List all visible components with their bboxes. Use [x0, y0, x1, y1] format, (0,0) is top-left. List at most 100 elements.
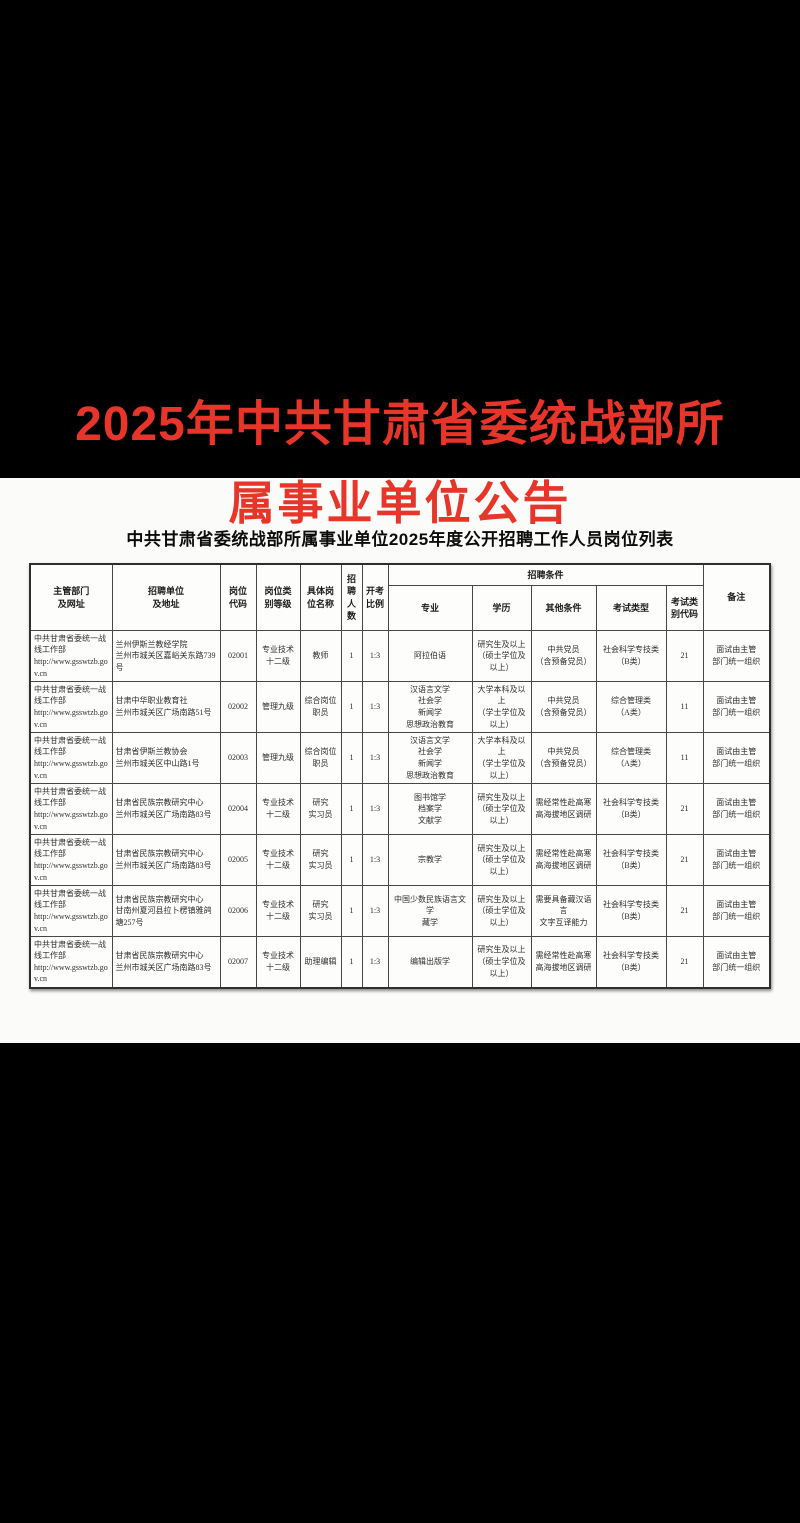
table-row: 中共甘肃省委统一战线工作部 http://www.gsswtzb.gov.cn … — [29, 630, 771, 682]
cell-exam-code: 21 — [665, 834, 704, 886]
header-exam-type: 考试类型 — [595, 585, 667, 631]
cell-other: 需经常性赴高寒 高海拔地区调研 — [530, 936, 597, 988]
cell-unit: 甘肃省伊斯兰教协会 兰州市城关区中山路1号 — [111, 732, 221, 784]
cell-dept: 中共甘肃省委统一战线工作部 http://www.gsswtzb.gov.cn — [29, 630, 113, 682]
header-conditions-group: 招聘条件 — [387, 563, 704, 586]
cell-exam-code: 21 — [665, 936, 704, 988]
cell-ratio: 1:3 — [361, 783, 389, 835]
cell-level: 管理九级 — [255, 732, 301, 784]
cell-code: 02001 — [219, 630, 257, 682]
cell-ratio: 1:3 — [361, 681, 389, 733]
cell-major: 中国少数民族语言文学 藏学 — [387, 885, 473, 937]
cell-job: 教师 — [299, 630, 342, 682]
cell-exam-type: 综合管理类 （A类） — [595, 681, 667, 733]
table-header: 主管部门 及网址 招聘单位 及地址 岗位 代码 岗位类 别等级 具体岗 位名称 … — [29, 563, 771, 631]
cell-exam-type: 社会科学专技类 （B类） — [595, 885, 667, 937]
cell-unit: 甘肃中华职业教育社 兰州市城关区广场南路51号 — [111, 681, 221, 733]
cell-code: 02007 — [219, 936, 257, 988]
cell-dept: 中共甘肃省委统一战线工作部 http://www.gsswtzb.gov.cn — [29, 732, 113, 784]
cell-count: 1 — [340, 834, 363, 886]
cell-ratio: 1:3 — [361, 630, 389, 682]
cell-education: 大学本科及以上 （学士学位及以上） — [471, 681, 532, 733]
cell-ratio: 1:3 — [361, 936, 389, 988]
cell-code: 02002 — [219, 681, 257, 733]
table-row: 中共甘肃省委统一战线工作部 http://www.gsswtzb.gov.cn … — [29, 834, 771, 886]
cell-note: 面试由主管 部门统一组织 — [702, 732, 771, 784]
document-panel: 属事业单位公告 中共甘肃省委统战部所属事业单位2025年度公开招聘工作人员岗位列… — [0, 478, 800, 1043]
header-code: 岗位 代码 — [219, 563, 257, 631]
cell-unit: 甘肃省民族宗教研究中心 甘南州夏河县拉卜楞镇雅鸽塘257号 — [111, 885, 221, 937]
cell-major: 宗教学 — [387, 834, 473, 886]
cell-dept: 中共甘肃省委统一战线工作部 http://www.gsswtzb.gov.cn — [29, 834, 113, 886]
cell-education: 大学本科及以上 （学士学位及以上） — [471, 732, 532, 784]
cell-count: 1 — [340, 936, 363, 988]
cell-note: 面试由主管 部门统一组织 — [702, 783, 771, 835]
cell-other: 需经常性赴高寒 高海拔地区调研 — [530, 834, 597, 886]
cell-job: 助理编辑 — [299, 936, 342, 988]
cell-exam-code: 21 — [665, 885, 704, 937]
cell-exam-type: 综合管理类 （A类） — [595, 732, 667, 784]
cell-level: 管理九级 — [255, 681, 301, 733]
cell-note: 面试由主管 部门统一组织 — [702, 681, 771, 733]
cell-other: 中共党员 （含预备党员） — [530, 630, 597, 682]
cell-level: 专业技术 十二级 — [255, 885, 301, 937]
header-other: 其他条件 — [530, 585, 597, 631]
cell-job: 综合岗位 职员 — [299, 732, 342, 784]
table-row: 中共甘肃省委统一战线工作部 http://www.gsswtzb.gov.cn … — [29, 885, 771, 937]
cell-job: 研究 实习员 — [299, 885, 342, 937]
cell-dept: 中共甘肃省委统一战线工作部 http://www.gsswtzb.gov.cn — [29, 783, 113, 835]
cell-count: 1 — [340, 783, 363, 835]
cell-unit: 甘肃省民族宗教研究中心 兰州市城关区广场南路83号 — [111, 783, 221, 835]
cell-education: 研究生及以上 （硕士学位及以上） — [471, 834, 532, 886]
header-count: 招聘 人数 — [340, 563, 363, 631]
header-level: 岗位类 别等级 — [255, 563, 301, 631]
cell-count: 1 — [340, 732, 363, 784]
cell-ratio: 1:3 — [361, 885, 389, 937]
cell-major: 图书馆学 档案学 文献学 — [387, 783, 473, 835]
table-row: 中共甘肃省委统一战线工作部 http://www.gsswtzb.gov.cn … — [29, 936, 771, 988]
cell-level: 专业技术 十二级 — [255, 834, 301, 886]
cell-dept: 中共甘肃省委统一战线工作部 http://www.gsswtzb.gov.cn — [29, 936, 113, 988]
header-ratio: 开考 比例 — [361, 563, 389, 631]
header-education: 学历 — [471, 585, 532, 631]
cell-code: 02005 — [219, 834, 257, 886]
cell-other: 中共党员 （含预备党员） — [530, 732, 597, 784]
cell-job: 综合岗位 职员 — [299, 681, 342, 733]
header-unit: 招聘单位 及地址 — [111, 563, 221, 631]
cell-unit: 兰州伊斯兰教经学院 兰州市城关区嘉峪关东路739号 — [111, 630, 221, 682]
cell-job: 研究 实习员 — [299, 834, 342, 886]
cell-note: 面试由主管 部门统一组织 — [702, 834, 771, 886]
cell-code: 02003 — [219, 732, 257, 784]
cell-note: 面试由主管 部门统一组织 — [702, 936, 771, 988]
cell-exam-code: 21 — [665, 630, 704, 682]
cell-ratio: 1:3 — [361, 834, 389, 886]
cell-exam-type: 社会科学专技类 （B类） — [595, 834, 667, 886]
cell-major: 汉语言文学 社会学 新闻学 思想政治教育 — [387, 732, 473, 784]
cell-unit: 甘肃省民族宗教研究中心 兰州市城关区广场南路83号 — [111, 936, 221, 988]
cell-major: 汉语言文学 社会学 新闻学 思想政治教育 — [387, 681, 473, 733]
cell-other: 中共党员 （含预备党员） — [530, 681, 597, 733]
cell-count: 1 — [340, 885, 363, 937]
banner-title-line1: 2025年中共甘肃省委统战部所 — [75, 398, 725, 451]
cell-unit: 甘肃省民族宗教研究中心 兰州市城关区广场南路83号 — [111, 834, 221, 886]
cell-note: 面试由主管 部门统一组织 — [702, 885, 771, 937]
cell-dept: 中共甘肃省委统一战线工作部 http://www.gsswtzb.gov.cn — [29, 885, 113, 937]
cell-exam-type: 社会科学专技类 （B类） — [595, 936, 667, 988]
cell-level: 专业技术 十二级 — [255, 630, 301, 682]
table-caption: 中共甘肃省委统战部所属事业单位2025年度公开招聘工作人员岗位列表 — [126, 530, 674, 549]
table-row: 中共甘肃省委统一战线工作部 http://www.gsswtzb.gov.cn … — [29, 783, 771, 835]
cell-education: 研究生及以上 （硕士学位及以上） — [471, 783, 532, 835]
cell-ratio: 1:3 — [361, 732, 389, 784]
header-note: 备注 — [702, 563, 771, 631]
cell-other: 需要具备藏汉语言 文字互译能力 — [530, 885, 597, 937]
cell-other: 需经常性赴高寒 高海拔地区调研 — [530, 783, 597, 835]
table-body: 中共甘肃省委统一战线工作部 http://www.gsswtzb.gov.cn … — [29, 630, 771, 988]
cell-level: 专业技术 十二级 — [255, 936, 301, 988]
cell-education: 研究生及以上 （硕士学位及以上） — [471, 630, 532, 682]
cell-education: 研究生及以上 （硕士学位及以上） — [471, 885, 532, 937]
cell-note: 面试由主管 部门统一组织 — [702, 630, 771, 682]
cell-code: 02004 — [219, 783, 257, 835]
cell-job: 研究 实习员 — [299, 783, 342, 835]
header-job: 具体岗 位名称 — [299, 563, 342, 631]
